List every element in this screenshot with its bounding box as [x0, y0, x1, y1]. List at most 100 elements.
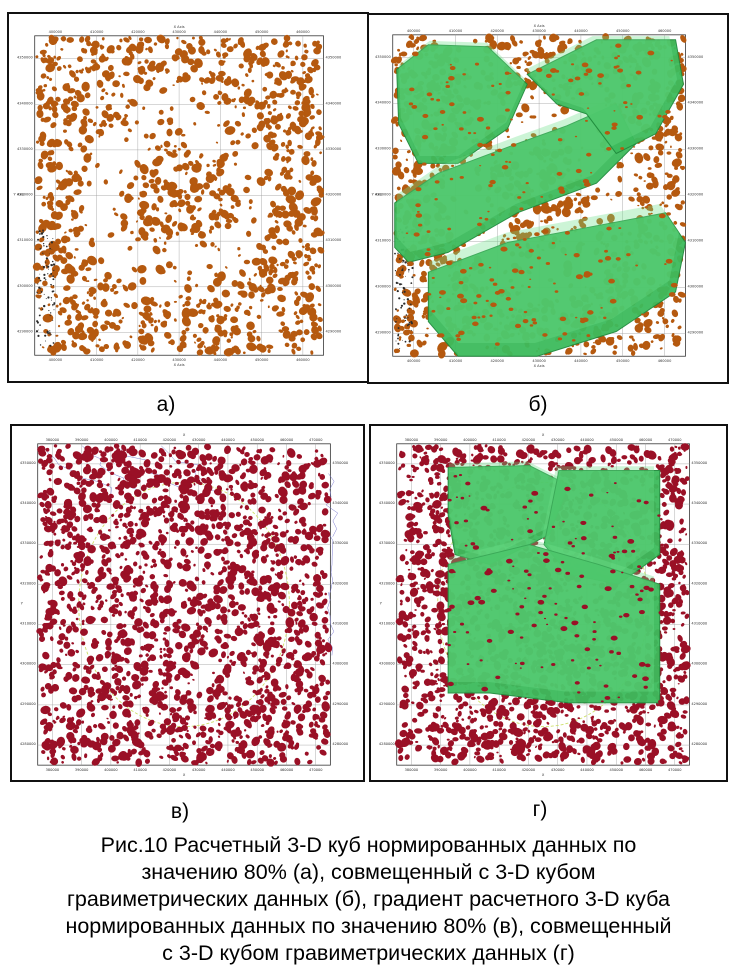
- x-tick-label-bottom: 470000: [668, 768, 682, 772]
- y-tick-label-right: 4300000: [332, 662, 349, 666]
- y-tick-label-right: 4300000: [325, 284, 342, 288]
- y-tick-label-right: 4330000: [687, 147, 704, 151]
- x-axis-title-bottom: X Axis: [174, 363, 185, 367]
- y-axis-title: Y: [21, 601, 24, 605]
- x-axis-title: X: [542, 433, 545, 437]
- x-tick-label-top: 420000: [163, 438, 177, 442]
- y-tick-label-right: 4320000: [332, 581, 349, 585]
- x-tick-label-top: 430000: [532, 29, 546, 33]
- x-tick-label-bottom: 470000: [309, 768, 323, 772]
- x-tick-label-bottom: 440000: [574, 359, 588, 363]
- y-tick-label-left: 4350000: [20, 461, 37, 465]
- gravity-cube-overlay: [394, 36, 686, 357]
- y-tick-label-left: 4310000: [17, 238, 34, 242]
- tick-labels: 380000 380000 390000 390000 400000 400000 4100…: [20, 433, 349, 777]
- y-tick-label-right: 4280000: [332, 742, 349, 746]
- x-tick-label-top: 410000: [492, 438, 506, 442]
- y-tick-label-right: 4280000: [691, 742, 708, 746]
- x-tick-label-bottom: 390000: [75, 768, 89, 772]
- y-tick-label-left: 4290000: [17, 329, 34, 333]
- x-tick-label-bottom: 440000: [580, 768, 594, 772]
- x-tick-label-bottom: 400000: [49, 358, 63, 362]
- y-tick-label-right: 4290000: [332, 702, 349, 706]
- x-tick-label-bottom: 380000: [46, 768, 60, 772]
- panel-g-plot: 380000 380000 390000 390000 400000 400000 4100…: [379, 433, 708, 777]
- y-tick-label-left: 4340000: [17, 101, 34, 105]
- tick-labels: 400000 400000 410000 410000 420000 420000 4300…: [372, 24, 704, 368]
- y-tick-label-right: 4340000: [332, 501, 349, 505]
- x-tick-label-top: 440000: [580, 438, 594, 442]
- x-tick-label-top: 440000: [214, 30, 228, 34]
- y-tick-label-right: 4340000: [325, 101, 342, 105]
- y-tick-label-right: 4340000: [691, 501, 708, 505]
- x-tick-label-bottom: 460000: [296, 358, 310, 362]
- x-tick-label-top: 460000: [658, 29, 672, 33]
- y-tick-label-right: 4310000: [332, 622, 349, 626]
- y-tick-label-left: 4310000: [20, 622, 37, 626]
- x-tick-label-top: 430000: [192, 438, 206, 442]
- panel-a-label: а): [156, 393, 176, 416]
- y-tick-label-left: 4280000: [20, 742, 37, 746]
- x-axis-title: X: [183, 433, 186, 437]
- y-tick-label-right: 4290000: [691, 702, 708, 706]
- y-tick-label-right: 4350000: [687, 55, 704, 59]
- x-tick-label-top: 440000: [574, 29, 588, 33]
- panel-g: 380000 380000 390000 390000 400000 400000 4100…: [369, 424, 728, 782]
- caption-line-1: Рис.10 Расчетный 3-D куб нормированных д…: [100, 833, 637, 857]
- gravity-cube-overlay: [407, 452, 681, 757]
- y-tick-label-right: 4290000: [325, 329, 342, 333]
- x-tick-label-top: 420000: [131, 30, 145, 34]
- x-tick-label-bottom: 410000: [449, 359, 463, 363]
- y-tick-label-left: 4300000: [17, 284, 34, 288]
- x-tick-label-bottom: 420000: [131, 358, 145, 362]
- panel-b-plot: 400000 400000 410000 410000 420000 420000 4300…: [372, 24, 704, 368]
- x-tick-label-bottom: 430000: [532, 359, 546, 363]
- x-tick-label-bottom: 410000: [492, 768, 506, 772]
- x-axis-title-bottom: X Axis: [534, 364, 545, 368]
- x-tick-label-bottom: 400000: [463, 768, 477, 772]
- y-tick-label-left: 4300000: [379, 662, 396, 666]
- x-axis-title-bottom: X: [183, 773, 186, 777]
- caption-line-4: нормированных данных по значению 80% (в)…: [65, 914, 672, 938]
- x-tick-label-bottom: 420000: [522, 768, 536, 772]
- caption-line-2: значению 80% (а), совмещенный с 3-D кубо…: [141, 860, 596, 884]
- x-tick-label-bottom: 410000: [133, 768, 147, 772]
- y-tick-label-left: 4320000: [375, 193, 392, 197]
- x-tick-label-top: 470000: [668, 438, 682, 442]
- y-tick-label-left: 4320000: [17, 193, 34, 197]
- x-tick-label-bottom: 450000: [250, 768, 264, 772]
- caption-line-3: гравиметрических данных (б), градиент ра…: [67, 887, 670, 911]
- panel-g-label: г): [532, 798, 548, 821]
- x-tick-label-top: 400000: [104, 438, 118, 442]
- y-tick-label-right: 4330000: [325, 147, 342, 151]
- panel-v: 380000 380000 390000 390000 400000 400000 4100…: [10, 424, 365, 782]
- x-tick-label-top: 410000: [90, 30, 104, 34]
- x-tick-label-top: 450000: [616, 29, 630, 33]
- y-tick-label-right: 4340000: [687, 101, 704, 105]
- iso-surface-blobs: [32, 34, 325, 357]
- y-tick-label-left: 4330000: [379, 541, 396, 545]
- y-tick-label-left: 4350000: [375, 55, 392, 59]
- x-tick-label-top: 460000: [639, 438, 653, 442]
- y-tick-label-left: 4310000: [379, 622, 396, 626]
- y-tick-label-left: 4320000: [20, 581, 37, 585]
- panel-a: 400000 400000 410000 410000 420000 420000 4300…: [7, 12, 369, 383]
- y-tick-label-right: 4330000: [332, 541, 349, 545]
- panel-b: 400000 400000 410000 410000 420000 420000 4300…: [367, 13, 729, 384]
- x-tick-label-top: 390000: [75, 438, 89, 442]
- y-tick-label-left: 4350000: [379, 461, 396, 465]
- y-tick-label-left: 4290000: [20, 702, 37, 706]
- x-tick-label-top: 430000: [172, 30, 186, 34]
- x-tick-label-bottom: 400000: [104, 768, 118, 772]
- y-tick-label-left: 4290000: [375, 330, 392, 334]
- y-tick-label-right: 4320000: [691, 581, 708, 585]
- x-tick-label-bottom: 420000: [491, 359, 505, 363]
- panel-a-plot: 400000 400000 410000 410000 420000 420000 4300…: [14, 25, 342, 367]
- x-tick-label-bottom: 410000: [90, 358, 104, 362]
- y-tick-label-left: 4330000: [20, 541, 37, 545]
- y-tick-label-right: 4350000: [691, 461, 708, 465]
- x-axis-title: X Axis: [534, 24, 545, 28]
- y-tick-label-left: 4340000: [375, 101, 392, 105]
- x-tick-label-top: 450000: [255, 30, 269, 34]
- x-tick-label-top: 450000: [250, 438, 264, 442]
